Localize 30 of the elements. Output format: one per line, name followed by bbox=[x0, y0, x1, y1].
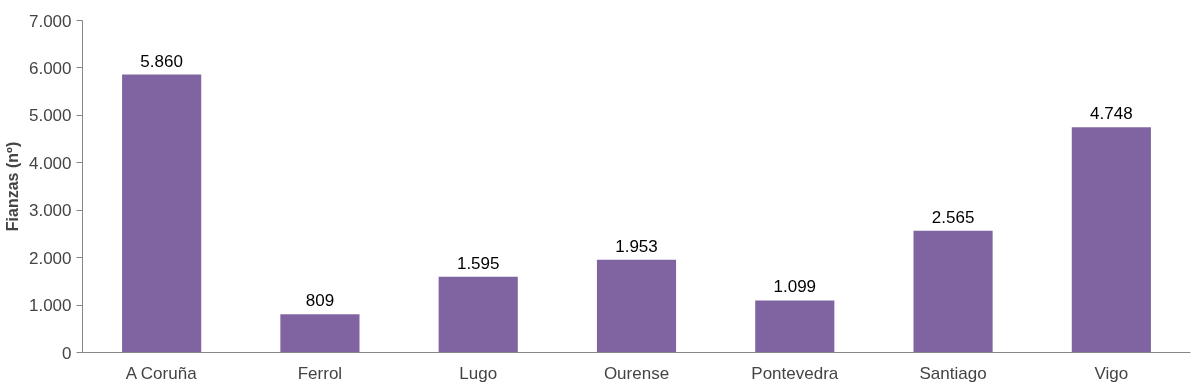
x-tick-label: A Coruña bbox=[125, 363, 198, 383]
x-tick-label: Santiago bbox=[919, 363, 987, 383]
data-label: 4.748 bbox=[1090, 104, 1133, 124]
y-tick-label: 2.000 bbox=[28, 248, 72, 268]
bar bbox=[280, 314, 360, 353]
data-label: 1.595 bbox=[456, 253, 500, 273]
y-tick-label: 0 bbox=[62, 343, 72, 363]
data-label: 1.953 bbox=[615, 236, 658, 256]
y-axis-title: Fianzas (nº) bbox=[3, 141, 21, 232]
data-label: 1.099 bbox=[773, 277, 817, 297]
y-tick-label: 5.000 bbox=[28, 106, 72, 126]
data-label: 5.860 bbox=[140, 51, 183, 71]
y-tick-label: 7.000 bbox=[28, 11, 72, 31]
data-label: 809 bbox=[305, 291, 335, 311]
bar bbox=[438, 276, 518, 353]
x-tick-label: Ferrol bbox=[297, 363, 343, 383]
x-tick-label: Lugo bbox=[459, 363, 498, 383]
x-tick-label: Ourense bbox=[603, 363, 670, 383]
x-tick-label: Vigo bbox=[1094, 363, 1129, 383]
y-tick-label: 4.000 bbox=[28, 153, 72, 173]
y-tick-label: 3.000 bbox=[28, 201, 72, 221]
y-tick-label: 6.000 bbox=[28, 58, 72, 78]
bar bbox=[596, 259, 677, 353]
y-tick-label: 1.000 bbox=[28, 296, 72, 316]
x-tick-label: Pontevedra bbox=[751, 363, 839, 383]
bar bbox=[122, 74, 202, 353]
data-label: 2.565 bbox=[931, 207, 975, 227]
bar bbox=[755, 300, 835, 353]
bar bbox=[913, 230, 993, 353]
bar bbox=[1071, 127, 1151, 353]
